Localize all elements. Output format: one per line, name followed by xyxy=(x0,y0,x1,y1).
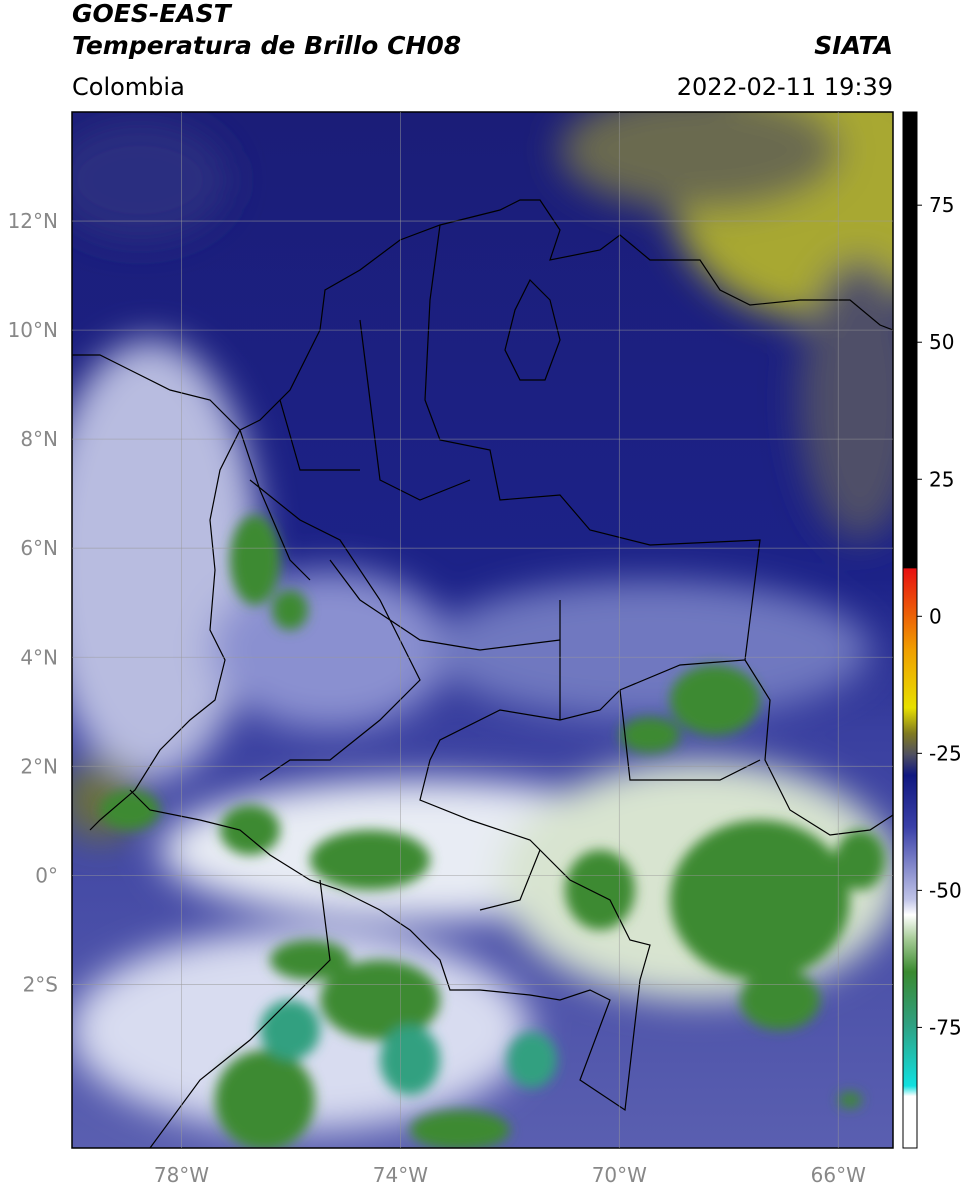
y-tick-label: 2°N xyxy=(20,754,58,778)
grid xyxy=(72,112,893,1148)
colorbar-tick-label: 50 xyxy=(929,330,954,354)
source: SIATA xyxy=(814,31,893,60)
y-tick-label: 4°N xyxy=(20,645,58,669)
x-tick-label: 66°W xyxy=(811,1163,866,1187)
colorbar-tick-label: -25 xyxy=(929,741,962,765)
x-tick-label: 74°W xyxy=(373,1163,428,1187)
colorbar-tick-label: 25 xyxy=(929,467,954,491)
colorbar-tick-label: 0 xyxy=(929,604,942,628)
satellite-image xyxy=(72,112,893,1148)
y-tick-label: 2°S xyxy=(23,972,58,996)
region: Colombia xyxy=(72,73,185,101)
subtitle: Temperatura de Brillo CH08 xyxy=(72,31,461,60)
map-frame xyxy=(71,111,894,1149)
y-tick-label: 0° xyxy=(35,863,58,887)
colorbar xyxy=(902,111,918,1149)
y-tick-label: 8°N xyxy=(20,427,58,451)
y-tick-label: 12°N xyxy=(8,209,58,233)
colorbar-tick-label: -50 xyxy=(929,878,962,902)
title: GOES-EAST xyxy=(72,0,233,28)
y-tick-label: 6°N xyxy=(20,536,58,560)
colorbar-tick-label: -75 xyxy=(929,1015,962,1039)
y-tick-label: 10°N xyxy=(8,318,58,342)
x-tick-label: 70°W xyxy=(592,1163,647,1187)
timestamp: 2022-02-11 19:39 xyxy=(677,73,893,101)
x-tick-label: 78°W xyxy=(154,1163,209,1187)
colorbar-tick-label: 75 xyxy=(929,193,954,217)
